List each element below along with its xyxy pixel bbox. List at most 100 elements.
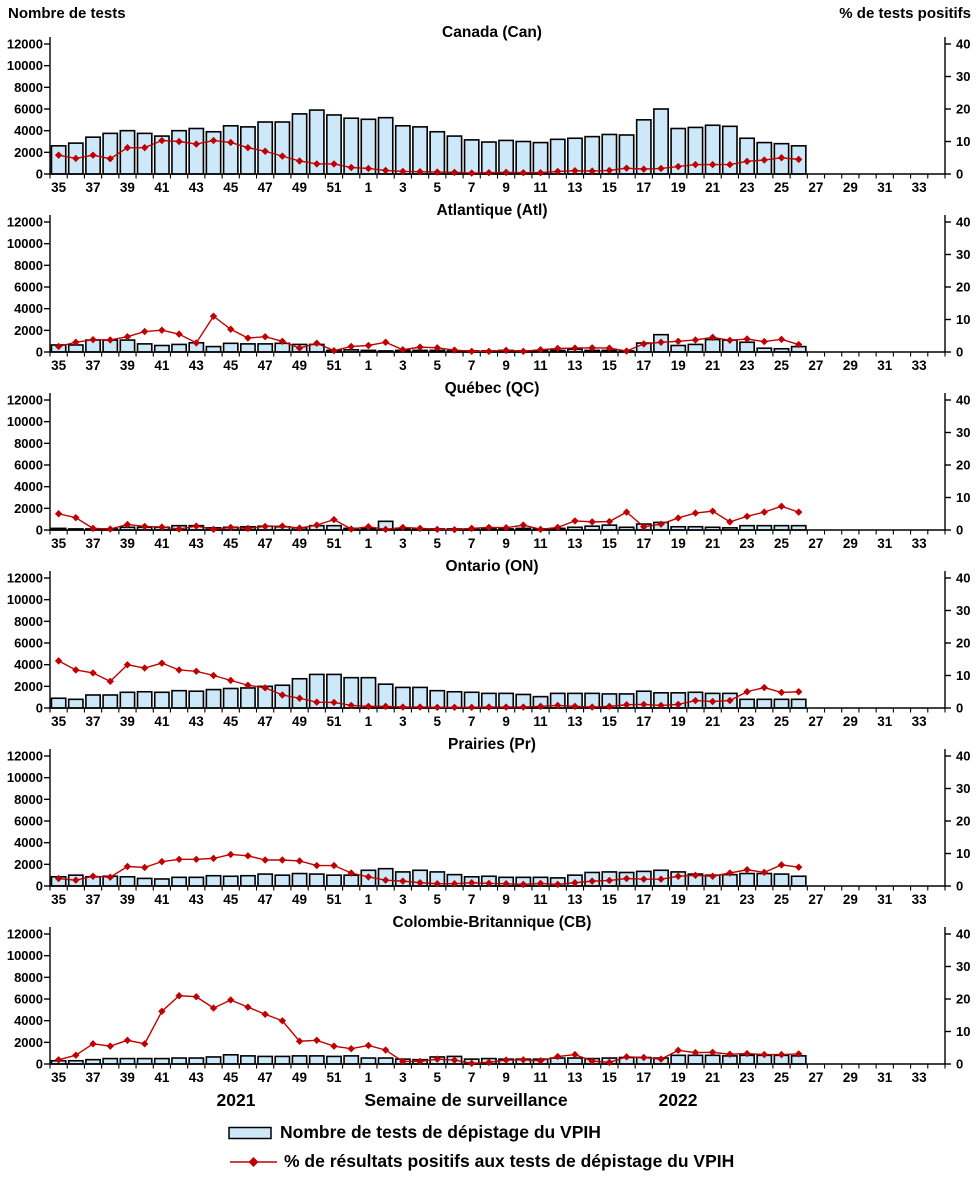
axes [44,393,951,535]
diamond-marker [777,502,786,510]
x-tick-label: 9 [502,358,510,373]
diamond-marker [158,136,166,145]
diamond-marker [295,857,304,865]
diamond-marker [657,520,665,528]
x-tick-label: 27 [808,536,823,551]
diamond-marker [467,524,476,533]
bar [343,1055,360,1065]
x-tick-label: 31 [877,892,893,907]
diamond-marker [347,525,355,533]
right-tick-label: 0 [956,523,963,538]
diamond-marker [571,1050,579,1059]
bar [119,875,136,887]
diamond-marker [330,347,338,355]
diamond-marker [502,703,510,711]
x-tick-label: 3 [399,180,407,195]
left-tick-label: 4000 [14,1013,43,1028]
left-tick-label: 12000 [7,37,43,52]
diamond-marker [89,335,97,344]
x-tick-label: 27 [808,714,823,729]
diamond-marker [227,850,235,859]
diamond-marker [54,1056,63,1064]
bar [274,1055,291,1065]
diamond-marker [519,521,528,529]
left-tick-label: 6000 [14,814,43,829]
chart-panel: Canada (Can) 0 2000 4000 6000 8000 10000 12000 0… [7,24,971,195]
diamond-marker [450,525,459,534]
diamond-marker [571,344,579,352]
left-tick-label: 12000 [7,393,43,408]
diamond-marker [777,335,786,344]
diamond-marker [295,1037,304,1045]
x-tick-label: 21 [705,536,721,551]
x-tick-label: 49 [292,892,307,907]
left-tick-label: 10000 [7,592,43,607]
left-tick-label: 10000 [7,236,43,251]
diamond-marker [691,696,700,705]
left-tick-label: 4000 [14,657,43,672]
diamond-marker [588,518,596,526]
diamond-marker [192,855,200,864]
x-tick-label: 39 [120,1070,135,1085]
x-tick-label: 9 [502,1070,510,1085]
x-tick-label: 19 [671,1070,686,1085]
right-tick-label: 40 [956,215,970,230]
x-tick-label: 27 [808,1070,823,1085]
diamond-marker [192,522,200,530]
x-tick-label: 25 [774,180,790,195]
diamond-marker [347,869,355,877]
diamond-marker [554,880,562,889]
bar [773,698,790,709]
x-tick-label: 31 [877,180,893,195]
bar [136,343,153,353]
bar [739,872,756,887]
bar [291,677,308,709]
diamond-marker [364,1041,373,1050]
bar [136,690,153,709]
diamond-marker [726,696,734,705]
diamond-marker [571,167,579,175]
diamond-marker [416,879,424,887]
diamond-marker [399,703,407,711]
diamond-marker [158,857,166,866]
diamond-marker [743,688,751,696]
bar [67,698,84,709]
bar [756,698,773,709]
bar [171,129,188,175]
x-tick-label: 35 [51,714,67,729]
right-tick-label: 40 [956,393,970,408]
diamond-marker [708,333,717,342]
diamond-marker [209,854,218,863]
chart-panel: Ontario (ON) 0 2000 4000 6000 8000 10000 12000 0… [7,558,971,729]
diamond-marker [54,510,63,518]
diamond-marker [72,513,80,522]
diamond-marker [244,334,252,342]
diamond-marker [640,875,648,883]
diamond-marker [261,1010,269,1018]
diamond-marker [313,1036,321,1044]
diamond-marker [691,509,700,517]
bar [790,875,807,887]
right-tick-label: 10 [956,846,970,861]
bar [360,1057,377,1065]
left-tick-label: 8000 [14,614,43,629]
diamond-marker [450,880,459,888]
bars-series [50,333,807,353]
bar [291,1055,308,1065]
bar [222,1053,239,1065]
diamond-marker [140,143,149,152]
diamond-marker [140,863,149,872]
x-tick-label: 11 [533,536,548,551]
diamond-marker [433,525,441,534]
x-tick-label: 23 [740,180,756,195]
diamond-marker [657,164,665,173]
right-tick-label: 20 [956,814,970,829]
year-2022-label: 2022 [658,1090,698,1110]
diamond-marker [519,880,528,889]
diamond-marker [89,524,97,533]
diamond-marker [364,341,373,350]
diamond-marker [175,330,183,338]
diamond-marker [399,346,407,354]
diamond-marker [158,659,166,667]
x-tick-label: 13 [567,180,583,195]
